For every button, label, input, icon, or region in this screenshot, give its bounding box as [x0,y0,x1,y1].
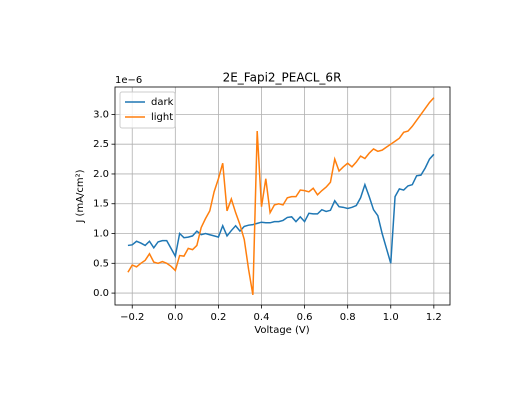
x-tick-label: 1.0 [383,312,399,323]
x-tick-label: 0.8 [340,312,356,323]
legend-label: dark [151,97,174,108]
y-axis-label: J (mA/cm²) [75,169,86,223]
x-tick-label: 1.2 [426,312,442,323]
x-axis-label: Voltage (V) [254,325,309,336]
data-line [127,153,435,264]
legend-label: light [151,112,173,123]
data-line [127,97,435,295]
y-tick-label: 2.0 [93,169,109,180]
legend-box [119,91,176,129]
y-tick-label: 2.5 [93,139,109,150]
x-tick-label: 0.0 [167,312,183,323]
plot-frame [114,86,451,306]
offset-label: 1e−6 [115,75,142,86]
y-tick-label: 0.0 [93,288,109,299]
x-tick-label: 0.4 [254,312,270,323]
y-tick-label: 0.5 [93,258,109,269]
x-tick-label: 0.2 [210,312,226,323]
y-tick-label: 3.0 [93,109,109,120]
x-tick-label: −0.2 [120,312,144,323]
chart-title: 2E_Fapi2_PEACL_6R [223,71,342,85]
x-tick-label: 0.6 [297,312,313,323]
y-tick-label: 1.5 [93,199,109,210]
y-tick-label: 1.0 [93,229,109,240]
